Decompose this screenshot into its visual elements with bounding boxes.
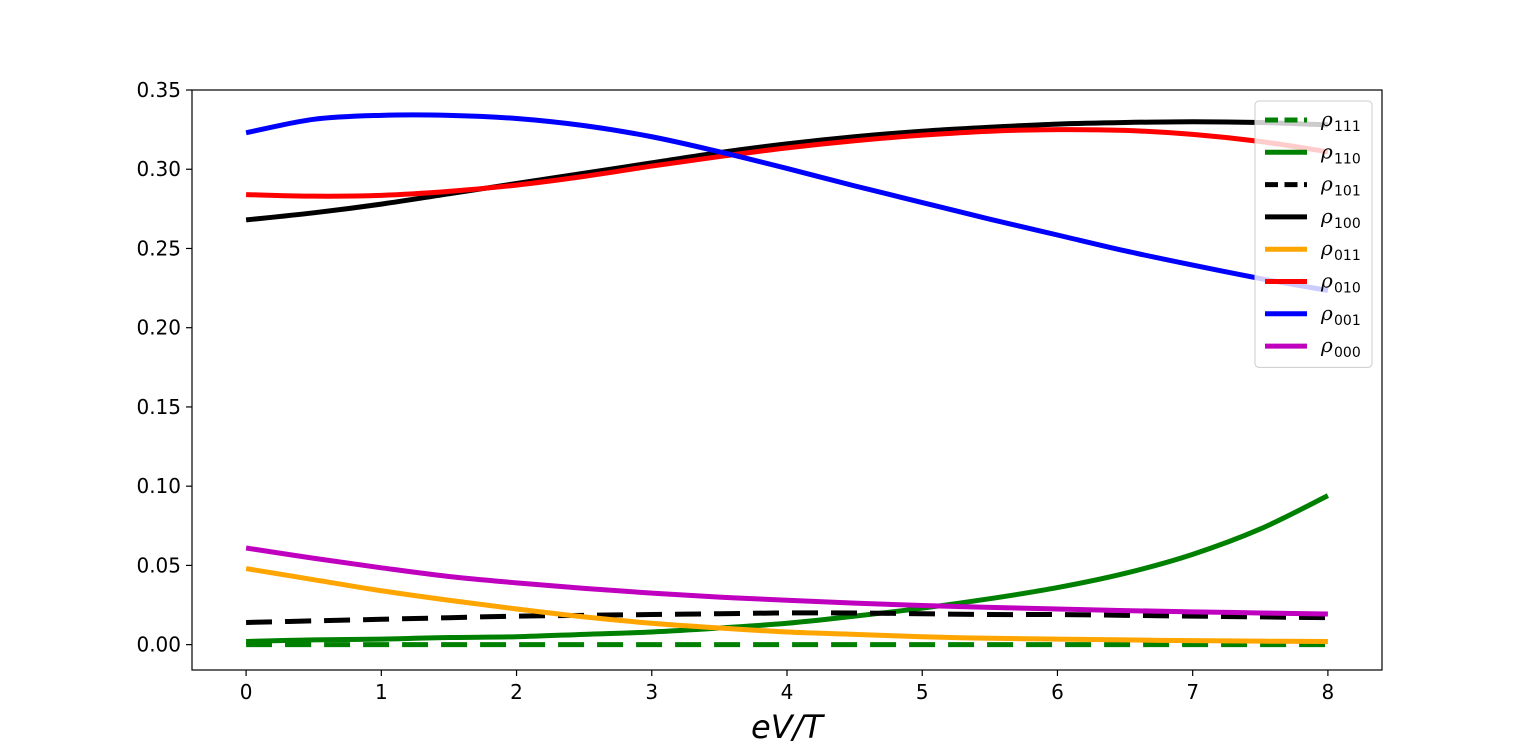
x-tick-label: 4 bbox=[781, 680, 794, 704]
series-line-rho-001 bbox=[245, 112, 1329, 293]
legend-subscript: 011 bbox=[1334, 248, 1361, 264]
legend-symbol: ρ bbox=[1320, 107, 1333, 131]
x-tick-label: 3 bbox=[645, 680, 658, 704]
series-line-rho-100 bbox=[245, 119, 1328, 223]
legend-symbol: ρ bbox=[1320, 172, 1333, 196]
legend-symbol: ρ bbox=[1320, 139, 1333, 163]
y-tick-label: 0.20 bbox=[136, 316, 181, 340]
series-line-rho-010 bbox=[246, 127, 1329, 199]
x-tick-label: 8 bbox=[1322, 680, 1335, 704]
series-line-rho-000 bbox=[245, 545, 1328, 617]
legend-subscript: 001 bbox=[1334, 313, 1361, 329]
legend-subscript: 100 bbox=[1334, 216, 1361, 232]
x-tick-label: 2 bbox=[510, 680, 523, 704]
legend-subscript: 101 bbox=[1334, 184, 1361, 200]
legend-symbol: ρ bbox=[1320, 301, 1333, 325]
y-tick-label: 0.15 bbox=[136, 395, 181, 419]
x-tick-label: 1 bbox=[375, 680, 388, 704]
legend-subscript: 110 bbox=[1334, 151, 1361, 167]
legend-box bbox=[1254, 100, 1373, 368]
y-tick-label: 0.35 bbox=[136, 78, 181, 102]
y-tick-label: 0.10 bbox=[136, 474, 181, 498]
legend-symbol: ρ bbox=[1320, 236, 1333, 260]
series-line-rho-011 bbox=[245, 566, 1328, 644]
x-tick-label: 7 bbox=[1186, 680, 1199, 704]
x-tick-label: 0 bbox=[240, 680, 253, 704]
series-line-rho-110 bbox=[246, 493, 1330, 644]
series-line-rho-101 bbox=[246, 610, 1328, 625]
y-tick-label: 0.30 bbox=[136, 157, 181, 181]
legend-subscript: 000 bbox=[1334, 345, 1361, 361]
x-tick-label: 6 bbox=[1051, 680, 1064, 704]
x-axis-label: eV/T bbox=[751, 708, 825, 746]
y-tick-label: 0.05 bbox=[136, 553, 181, 577]
y-tick-label: 0.00 bbox=[136, 633, 181, 657]
legend-symbol: ρ bbox=[1320, 333, 1333, 357]
x-axis: 0 1 2 3 4 5 6 7 8 bbox=[240, 670, 1335, 704]
legend-symbol: ρ bbox=[1320, 204, 1333, 228]
y-tick-label: 0.25 bbox=[136, 236, 181, 260]
y-axis: 0.00 0.05 0.10 0.15 0.20 0.25 0.30 0.35 bbox=[136, 78, 192, 657]
legend-subscript: 010 bbox=[1334, 281, 1361, 297]
legend-symbol: ρ bbox=[1320, 269, 1333, 293]
x-tick-label: 5 bbox=[916, 680, 929, 704]
series-layer bbox=[245, 112, 1330, 648]
legend-subscript: 111 bbox=[1334, 119, 1361, 135]
plot-area bbox=[192, 90, 1382, 670]
